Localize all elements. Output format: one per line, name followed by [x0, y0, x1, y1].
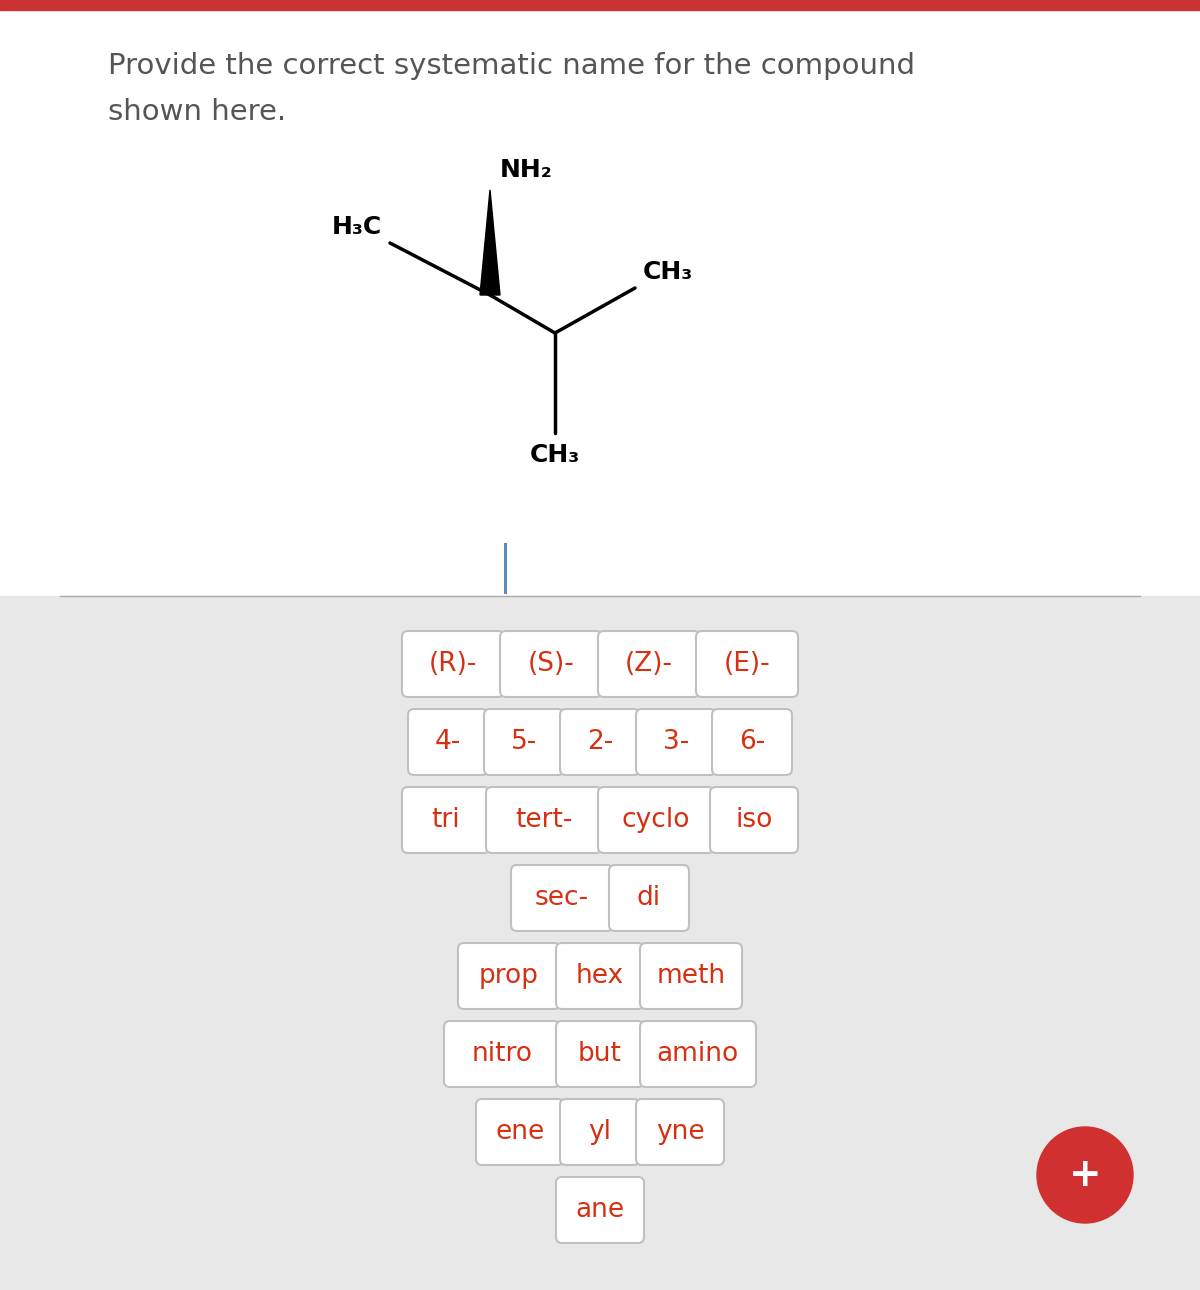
Text: meth: meth — [656, 964, 726, 989]
Text: but: but — [578, 1041, 622, 1067]
Text: CH₃: CH₃ — [530, 442, 580, 467]
Text: tert-: tert- — [515, 808, 572, 833]
FancyBboxPatch shape — [556, 1176, 644, 1244]
Text: yl: yl — [588, 1118, 612, 1146]
FancyBboxPatch shape — [710, 787, 798, 853]
Text: shown here.: shown here. — [108, 98, 286, 126]
Text: 5-: 5- — [511, 729, 538, 755]
Text: (R)-: (R)- — [428, 651, 478, 677]
FancyBboxPatch shape — [598, 787, 714, 853]
Text: 2-: 2- — [587, 729, 613, 755]
Text: Provide the correct systematic name for the compound: Provide the correct systematic name for … — [108, 52, 916, 80]
FancyBboxPatch shape — [476, 1099, 564, 1165]
Text: (Z)-: (Z)- — [625, 651, 673, 677]
FancyBboxPatch shape — [640, 943, 742, 1009]
Text: nitro: nitro — [472, 1041, 533, 1067]
Bar — [0, 0, 1200, 596]
Text: iso: iso — [736, 808, 773, 833]
FancyBboxPatch shape — [610, 866, 689, 931]
Text: tri: tri — [432, 808, 461, 833]
Polygon shape — [480, 190, 500, 295]
Text: sec-: sec- — [535, 885, 589, 911]
FancyBboxPatch shape — [402, 787, 490, 853]
Text: amino: amino — [656, 1041, 739, 1067]
FancyBboxPatch shape — [458, 943, 560, 1009]
FancyBboxPatch shape — [484, 710, 564, 775]
Text: CH₃: CH₃ — [643, 261, 694, 284]
Text: (E)-: (E)- — [724, 651, 770, 677]
FancyBboxPatch shape — [598, 631, 700, 697]
Text: di: di — [637, 885, 661, 911]
Bar — [0, 0, 1200, 10]
FancyBboxPatch shape — [636, 710, 716, 775]
Text: (S)-: (S)- — [528, 651, 575, 677]
Text: yne: yne — [655, 1118, 704, 1146]
Text: 6-: 6- — [739, 729, 766, 755]
FancyBboxPatch shape — [402, 631, 504, 697]
Text: cyclo: cyclo — [622, 808, 690, 833]
Circle shape — [1037, 1127, 1133, 1223]
Text: 4-: 4- — [434, 729, 461, 755]
Text: prop: prop — [479, 964, 539, 989]
Text: H₃C: H₃C — [331, 215, 382, 239]
FancyBboxPatch shape — [556, 943, 644, 1009]
FancyBboxPatch shape — [712, 710, 792, 775]
FancyBboxPatch shape — [408, 710, 488, 775]
FancyBboxPatch shape — [560, 710, 640, 775]
Bar — [0, 596, 1200, 1290]
FancyBboxPatch shape — [640, 1020, 756, 1087]
Text: +: + — [1069, 1156, 1102, 1195]
FancyBboxPatch shape — [511, 866, 613, 931]
FancyBboxPatch shape — [486, 787, 602, 853]
Text: ene: ene — [496, 1118, 545, 1146]
FancyBboxPatch shape — [556, 1020, 644, 1087]
Text: ane: ane — [576, 1197, 624, 1223]
FancyBboxPatch shape — [560, 1099, 640, 1165]
FancyBboxPatch shape — [444, 1020, 560, 1087]
Text: hex: hex — [576, 964, 624, 989]
FancyBboxPatch shape — [500, 631, 602, 697]
FancyBboxPatch shape — [696, 631, 798, 697]
Text: NH₂: NH₂ — [500, 157, 553, 182]
FancyBboxPatch shape — [636, 1099, 724, 1165]
Text: 3-: 3- — [662, 729, 689, 755]
